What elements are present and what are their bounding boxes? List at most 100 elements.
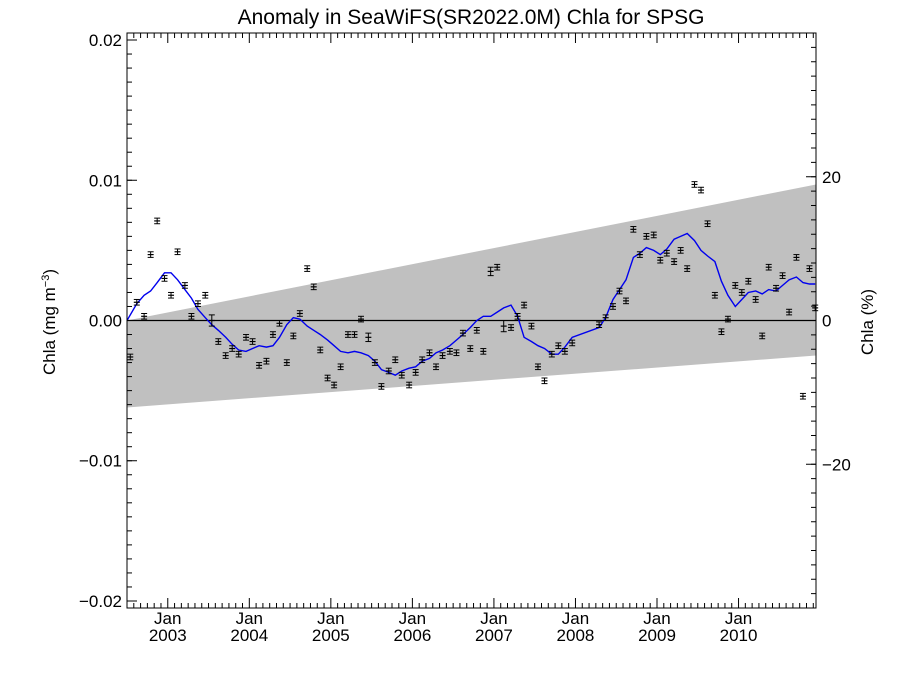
data-point	[133, 298, 140, 306]
data-point	[534, 363, 541, 371]
data-point	[188, 312, 195, 320]
data-point	[269, 331, 276, 338]
y-axis-label-left-sup: −3	[40, 275, 52, 288]
data-point	[208, 314, 215, 327]
data-point	[290, 332, 297, 340]
data-point	[541, 377, 548, 385]
data-point	[446, 348, 453, 355]
data-point	[412, 369, 419, 376]
data-point	[698, 186, 705, 194]
y-right-tick-label: 0	[822, 312, 831, 331]
x-tick-year-label: 2006	[393, 626, 431, 645]
data-point	[745, 277, 752, 285]
data-point	[765, 263, 772, 271]
x-tick-year-label: 2003	[149, 626, 187, 645]
data-point	[243, 334, 250, 341]
y-tick-label: 0.01	[89, 171, 122, 190]
data-point	[344, 331, 351, 338]
data-point	[317, 346, 324, 354]
data-point	[358, 315, 365, 323]
y-axis-label-right: Chla (%)	[858, 289, 877, 355]
x-tick-month-label: Jan	[643, 609, 670, 628]
data-point	[494, 263, 501, 271]
data-point	[718, 328, 725, 336]
x-tick-month-label: Jan	[236, 609, 263, 628]
data-point	[304, 265, 311, 272]
data-point	[467, 345, 474, 352]
y-tick-label: 0.00	[89, 312, 122, 331]
data-point	[663, 249, 670, 257]
chart-title: Anomaly in SeaWiFS(SR2022.0M) Chla for S…	[238, 6, 705, 29]
y-right-tick-label: 20	[822, 168, 841, 187]
data-point	[623, 297, 630, 305]
x-tick-year-label: 2004	[230, 626, 268, 645]
data-point	[793, 254, 800, 261]
data-point	[453, 349, 460, 357]
data-point	[147, 251, 154, 258]
x-tick-year-label: 2007	[475, 626, 513, 645]
data-point	[616, 287, 623, 295]
data-point	[521, 301, 528, 309]
data-point	[650, 231, 657, 239]
data-point	[609, 303, 616, 310]
data-point	[324, 374, 331, 382]
data-point	[406, 381, 413, 389]
data-point	[127, 353, 134, 361]
data-point	[508, 324, 515, 331]
data-point	[235, 350, 242, 358]
data-point	[500, 320, 507, 333]
data-point	[229, 345, 236, 352]
data-point	[704, 220, 711, 228]
data-point	[657, 256, 664, 264]
x-tick-month-label: Jan	[317, 609, 344, 628]
data-point	[602, 314, 609, 321]
data-point	[555, 342, 562, 350]
data-point	[732, 282, 739, 289]
x-tick-month-label: Jan	[399, 609, 426, 628]
data-point	[643, 233, 650, 240]
data-point	[202, 291, 209, 299]
data-point	[752, 296, 759, 303]
data-point	[385, 367, 392, 375]
x-tick-month-label: Jan	[562, 609, 589, 628]
data-point	[636, 251, 643, 258]
data-point	[561, 348, 568, 355]
data-point	[154, 217, 161, 225]
x-tick-year-label: 2005	[312, 626, 350, 645]
data-point	[249, 338, 256, 345]
y-tick-label: −0.02	[79, 592, 122, 611]
data-point	[419, 356, 426, 364]
data-point	[799, 392, 806, 400]
data-point	[779, 272, 786, 279]
data-point	[514, 312, 521, 320]
data-point	[630, 226, 637, 233]
data-point	[684, 265, 691, 272]
data-point	[786, 308, 793, 316]
data-point	[596, 321, 603, 329]
x-tick-month-label: Jan	[480, 609, 507, 628]
data-point	[174, 248, 181, 256]
data-point	[263, 357, 270, 365]
x-tick-month-label: Jan	[154, 609, 181, 628]
plot-area: −0.02−0.010.000.010.02−20020Jan2003Jan20…	[79, 31, 851, 645]
data-point	[738, 289, 745, 296]
data-point	[473, 327, 480, 334]
data-point	[691, 181, 698, 188]
x-tick-year-label: 2010	[720, 626, 758, 645]
data-point	[310, 283, 317, 291]
data-point	[677, 247, 684, 254]
y-tick-label: −0.01	[79, 452, 122, 471]
data-point	[378, 383, 385, 390]
data-point	[548, 350, 555, 358]
data-point	[222, 352, 229, 359]
data-point	[365, 332, 372, 343]
x-tick-month-label: Jan	[725, 609, 752, 628]
x-tick-year-label: 2009	[638, 626, 676, 645]
data-point	[426, 349, 433, 357]
data-point	[433, 363, 440, 371]
y-axis-label-left: Chla (mg m−3)	[40, 269, 59, 375]
data-point	[283, 359, 290, 366]
data-point	[528, 322, 535, 330]
data-point	[161, 275, 168, 282]
